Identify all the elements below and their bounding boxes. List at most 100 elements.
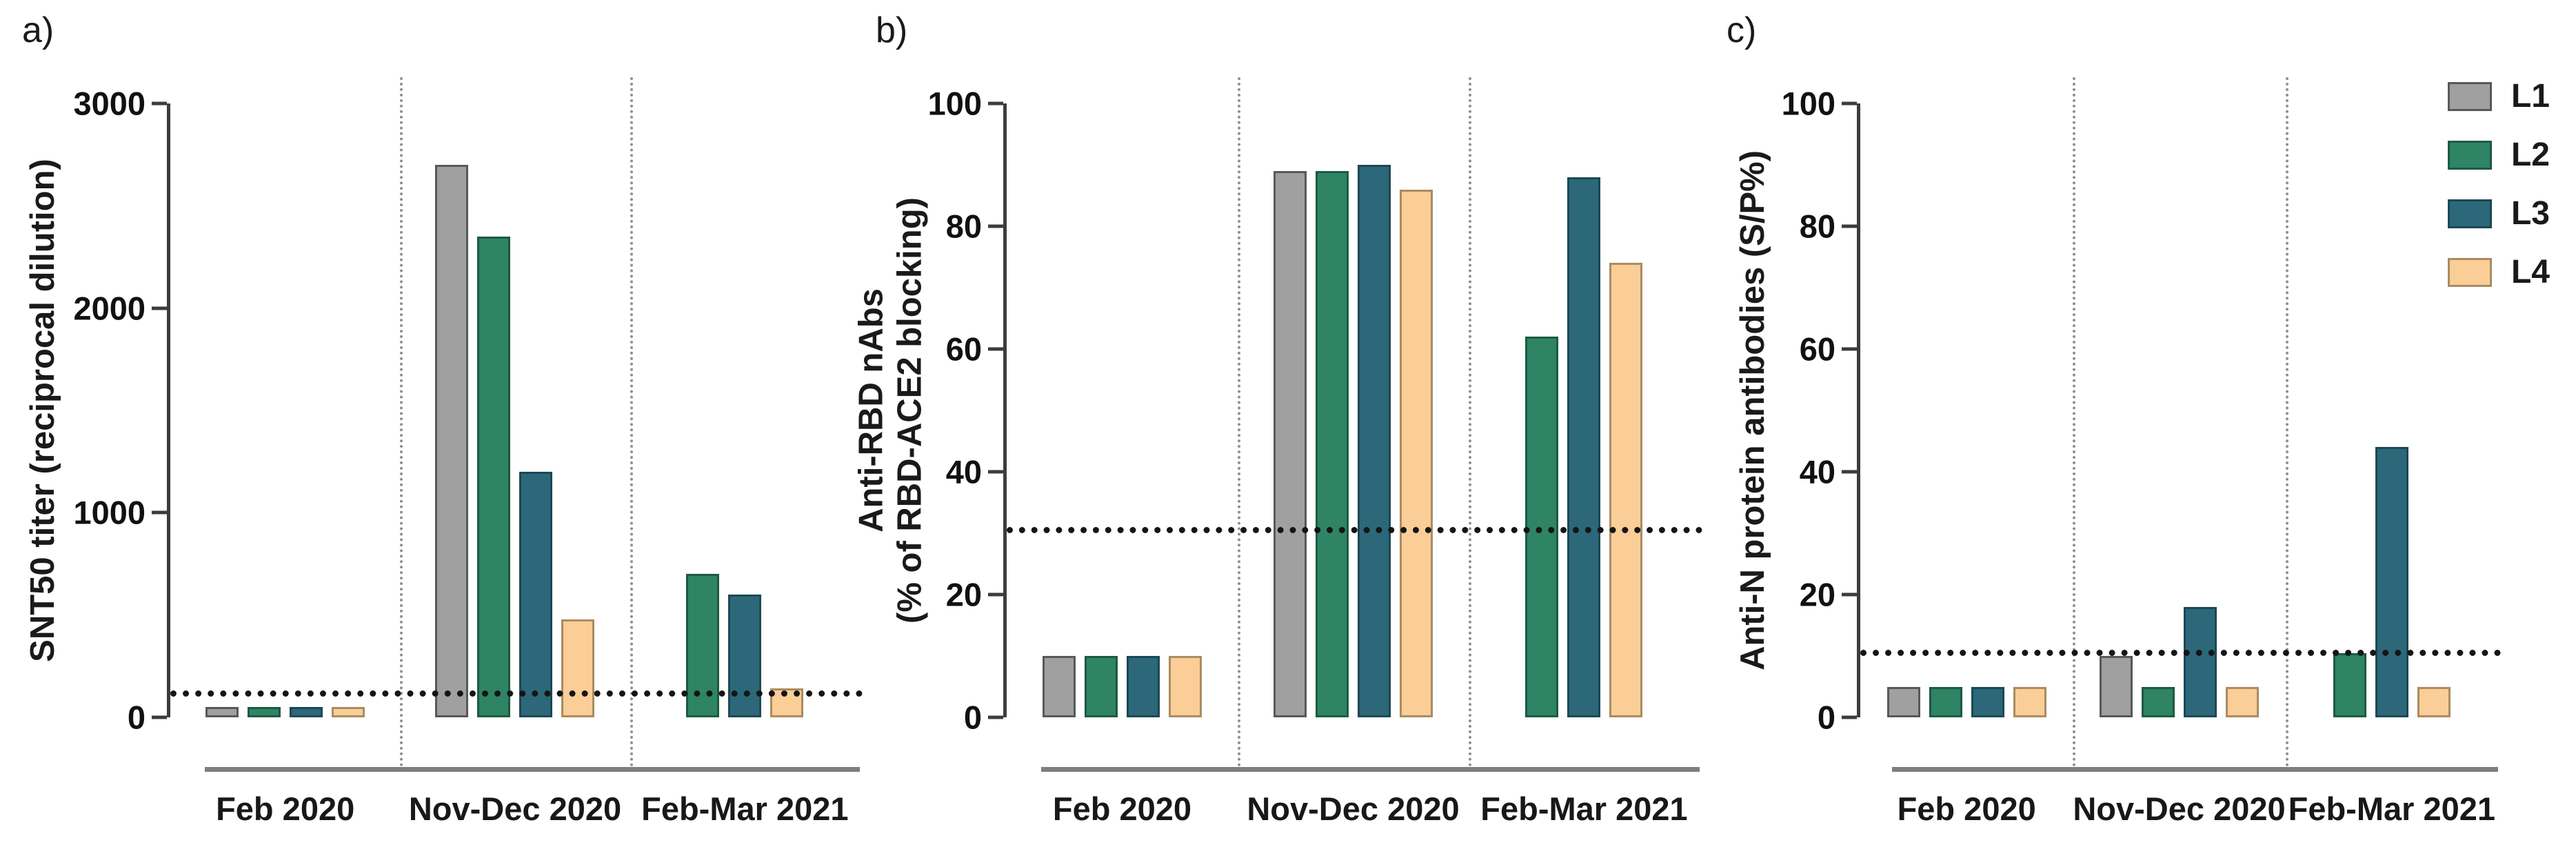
threshold-line bbox=[1860, 650, 2501, 656]
bar-l1-feb-2020 bbox=[1886, 686, 1920, 717]
y-axis-tick bbox=[1842, 592, 1857, 597]
y-axis-tick bbox=[152, 101, 167, 106]
x-axis-rule bbox=[1892, 767, 2498, 772]
y-axis-title-c: Anti-N protein antibodies (S/P%) bbox=[1733, 150, 1772, 670]
bar-l1-nov-dec-2020 bbox=[2099, 656, 2133, 717]
y-axis-tick bbox=[1842, 715, 1857, 719]
y-axis-tick-label: 100 bbox=[1781, 85, 1835, 122]
legend-item-l3: L3 bbox=[2447, 195, 2550, 232]
bar-l3-feb-2020 bbox=[290, 707, 323, 717]
legend-label: L1 bbox=[2510, 78, 2550, 114]
y-axis-tick-label: 20 bbox=[945, 576, 982, 613]
legend-label: L4 bbox=[2510, 254, 2550, 290]
plot-area-b: 0 20 40 60 80 100 Feb 2020 Nov-Dec 2020 Feb-Mar … bbox=[928, 77, 1702, 827]
group-separator bbox=[2285, 77, 2288, 767]
bar-l4-feb-mar-2021 bbox=[2417, 686, 2451, 717]
bar-l4-feb-2020 bbox=[332, 707, 365, 717]
y-axis-tick-label: 2000 bbox=[73, 290, 145, 327]
category-label: Feb 2020 bbox=[1052, 790, 1192, 827]
y-axis-title-line: Anti-RBD nAbs bbox=[852, 288, 890, 532]
y-axis-title-line: (% of RBD-ACE2 blocking) bbox=[892, 197, 929, 624]
threshold-line bbox=[1007, 527, 1702, 533]
panel-b: b) Anti-RBD nAbs (% of RBD-ACE2 blocking)… bbox=[853, 0, 1710, 847]
category-label: Feb 2020 bbox=[1897, 790, 2036, 827]
bar-group bbox=[630, 103, 860, 717]
y-axis-tick bbox=[988, 224, 1003, 228]
threshold-line bbox=[170, 690, 863, 697]
legend-label: L2 bbox=[2510, 137, 2550, 173]
bar-l2-feb-2020 bbox=[1929, 686, 1962, 717]
bar-l3-nov-dec-2020 bbox=[2183, 606, 2217, 717]
panel-letter-a: a) bbox=[22, 10, 54, 50]
bar-group bbox=[2073, 103, 2285, 717]
bar-l3-nov-dec-2020 bbox=[519, 472, 553, 717]
bar-l1-nov-dec-2020 bbox=[1273, 170, 1307, 717]
bar-group bbox=[2286, 103, 2498, 717]
group-separator bbox=[2073, 77, 2076, 767]
plot-area-a: 0 1000 2000 3000 Feb 2020 Nov-Dec 2020 Feb-Mar… bbox=[73, 77, 863, 827]
group-separator bbox=[1237, 77, 1240, 767]
y-axis-tick-label: 1000 bbox=[73, 494, 145, 531]
bar-l2-feb-2020 bbox=[1084, 656, 1118, 717]
category-label: Nov-Dec 2020 bbox=[408, 790, 622, 827]
y-axis-tick-label: 100 bbox=[927, 85, 982, 122]
y-axis-tick bbox=[988, 592, 1003, 597]
bar-l1-nov-dec-2020 bbox=[435, 165, 469, 717]
legend-swatch-l2 bbox=[2447, 140, 2492, 170]
y-axis-tick-label: 40 bbox=[1799, 453, 1835, 490]
y-axis-tick-label: 60 bbox=[945, 330, 982, 368]
y-axis-tick bbox=[1842, 101, 1857, 106]
bar-l3-feb-2020 bbox=[1126, 656, 1160, 717]
legend-swatch-l3 bbox=[2447, 199, 2492, 228]
y-axis-tick bbox=[152, 306, 167, 310]
y-axis-tick bbox=[1842, 347, 1857, 351]
y-axis-tick bbox=[152, 510, 167, 515]
bar-l4-nov-dec-2020 bbox=[1399, 189, 1433, 717]
y-axis-tick-label: 60 bbox=[1799, 330, 1835, 368]
bar-l1-feb-2020 bbox=[205, 707, 239, 717]
bar-l2-feb-2020 bbox=[248, 707, 281, 717]
y-axis-tick bbox=[152, 715, 167, 719]
y-axis-tick-label: 3000 bbox=[73, 85, 145, 122]
y-axis-tick bbox=[988, 470, 1003, 474]
bar-l3-feb-mar-2021 bbox=[1567, 177, 1601, 717]
bar-l4-nov-dec-2020 bbox=[2225, 686, 2259, 717]
legend-item-l1: L1 bbox=[2447, 77, 2550, 115]
x-axis-rule bbox=[1041, 767, 1700, 772]
bar-l2-nov-dec-2020 bbox=[1315, 170, 1349, 717]
y-axis-tick-label: 80 bbox=[945, 208, 982, 245]
bar-l4-feb-2020 bbox=[1168, 656, 1202, 717]
y-axis-title-a: SNT50 titer (reciprocal dilution) bbox=[23, 159, 62, 662]
y-axis-title-b: Anti-RBD nAbs (% of RBD-ACE2 blocking) bbox=[852, 197, 930, 624]
y-axis-tick bbox=[988, 715, 1003, 719]
category-label: Nov-Dec 2020 bbox=[1247, 790, 1460, 827]
category-label: Feb-Mar 2021 bbox=[641, 790, 849, 827]
plot-area-c: 0 20 40 60 80 100 Feb 2020 Nov-Dec 2020 Feb-Mar … bbox=[1782, 77, 2501, 827]
bar-l2-nov-dec-2020 bbox=[2141, 686, 2175, 717]
bar-group bbox=[1007, 103, 1238, 717]
group-separator bbox=[1468, 77, 1471, 767]
panel-c: c) Anti-N protein antibodies (S/P%) 0 20 4… bbox=[1711, 0, 2576, 847]
panel-a: a) SNT50 titer (reciprocal dilution) 0 10… bbox=[7, 0, 863, 847]
category-label: Nov-Dec 2020 bbox=[2073, 790, 2286, 827]
bar-l2-feb-mar-2021 bbox=[2333, 652, 2366, 717]
legend-item-l4: L4 bbox=[2447, 253, 2550, 291]
y-axis-tick-label: 0 bbox=[963, 699, 982, 736]
y-axis-tick-label: 0 bbox=[1817, 699, 1835, 736]
y-axis-title-line: Anti-N protein antibodies (S/P%) bbox=[1733, 150, 1771, 671]
bar-l3-feb-mar-2021 bbox=[2375, 447, 2408, 717]
y-axis-tick-label: 40 bbox=[945, 453, 982, 490]
legend-swatch-l1 bbox=[2447, 81, 2492, 111]
bar-l4-nov-dec-2020 bbox=[561, 619, 595, 717]
panel-letter-b: b) bbox=[876, 10, 908, 50]
bar-l4-feb-mar-2021 bbox=[1609, 263, 1643, 717]
y-axis-tick-label: 0 bbox=[127, 699, 145, 736]
y-axis-tick bbox=[988, 347, 1003, 351]
bar-l2-nov-dec-2020 bbox=[477, 236, 511, 717]
x-axis-rule bbox=[205, 767, 860, 772]
category-label: Feb-Mar 2021 bbox=[2288, 790, 2496, 827]
y-axis-tick bbox=[988, 101, 1003, 106]
panel-letter-c: c) bbox=[1727, 10, 1757, 50]
category-label: Feb 2020 bbox=[216, 790, 355, 827]
